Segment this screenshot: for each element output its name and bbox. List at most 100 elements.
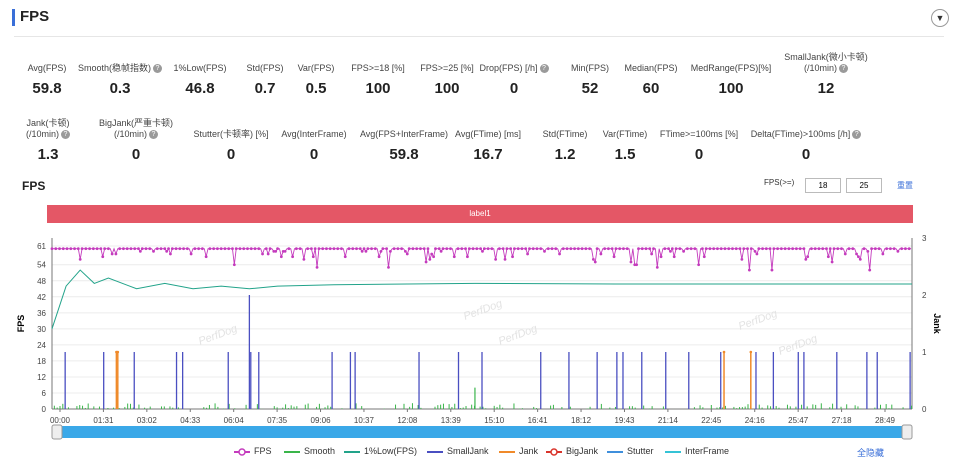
help-icon[interactable]: ?: [852, 130, 862, 140]
help-icon[interactable]: ?: [539, 64, 549, 74]
stat-stats_row1-9: Median(FPS) 60: [591, 63, 711, 97]
help-icon[interactable]: ?: [149, 130, 158, 140]
stat-stats_row1-4: Var(FPS) 0.5: [256, 63, 376, 97]
fps-point: [704, 247, 708, 251]
legend-label: Stutter: [627, 446, 654, 456]
fps-point: [460, 247, 464, 251]
label-bar[interactable]: label1: [47, 205, 913, 223]
stat-stats_row2-3: Avg(InterFrame) 0: [254, 129, 374, 163]
legend-item-smooth[interactable]: Smooth: [284, 446, 335, 456]
fps-point: [731, 247, 734, 251]
stat-value: 0: [801, 146, 811, 163]
stat-label-unit: (/10min)?: [76, 129, 196, 140]
header-accent-bar: [12, 9, 15, 26]
fps-point: [749, 247, 753, 251]
stat-label: Var(FTime): [602, 129, 648, 139]
hide-all-button[interactable]: 全隐藏: [857, 448, 885, 458]
range-slider-handle-right[interactable]: [901, 424, 913, 440]
legend-label: InterFrame: [685, 446, 730, 456]
fps-point: [159, 247, 163, 251]
fps-point: [787, 247, 791, 251]
stat-label: Var(FPS): [297, 63, 335, 73]
legend-marker-icon: [607, 450, 623, 453]
legend-item-interframe[interactable]: InterFrame: [665, 446, 729, 456]
legend-item-smalljank[interactable]: SmallJank: [427, 446, 489, 456]
fps-point: [755, 252, 759, 256]
legend-item-stutter[interactable]: Stutter: [607, 446, 654, 456]
fps-point: [580, 247, 584, 251]
stat-stats_row1-1: Smooth(稳帧指数)? 0.3: [60, 63, 180, 97]
fps-threshold-2-input[interactable]: [846, 178, 882, 193]
fps-point: [712, 247, 716, 251]
stat-value: 1.3: [37, 146, 59, 163]
fps-point: [114, 252, 118, 256]
fps-point: [817, 247, 821, 251]
fps-point: [400, 247, 404, 251]
fps-point: [441, 247, 445, 251]
legend-item-fps[interactable]: FPS: [234, 446, 272, 456]
x-tick-label: 28:49: [875, 416, 896, 425]
fps-point: [403, 249, 407, 253]
fps-point: [847, 247, 851, 251]
fps-point: [481, 249, 484, 253]
chevron-down-icon[interactable]: ▼: [931, 9, 949, 27]
fps-point: [291, 255, 295, 259]
help-icon[interactable]: ?: [153, 64, 162, 74]
fps-point: [868, 268, 872, 272]
fps-point: [138, 249, 142, 253]
fps-point: [742, 247, 746, 251]
stat-label: SmallJank(微小卡顿): [784, 52, 868, 62]
fps-point: [388, 249, 392, 253]
fps-point: [355, 247, 358, 251]
range-slider-handle-left[interactable]: [51, 424, 63, 440]
fps-point: [813, 247, 817, 251]
stat-stats_row2-9: Delta(FTime)>100ms [/h]? 0: [746, 129, 866, 163]
legend-item-jank[interactable]: Jank: [499, 446, 538, 456]
fps-point: [635, 263, 639, 267]
stat-label: MedRange(FPS)[%]: [690, 63, 772, 73]
help-icon[interactable]: ?: [61, 130, 70, 140]
fps-point: [516, 247, 520, 251]
fps-point: [125, 247, 129, 251]
fps-point: [659, 255, 663, 259]
divider: [14, 36, 944, 37]
fps-point: [535, 247, 539, 251]
fps-point: [219, 247, 223, 251]
fps-point: [313, 247, 317, 251]
fps-point: [881, 252, 885, 256]
x-tick-label: 06:04: [224, 416, 245, 425]
jank-marker: [749, 350, 753, 354]
fps-point: [685, 247, 689, 251]
fps-point: [311, 255, 315, 259]
help-icon[interactable]: ?: [839, 64, 848, 74]
fps-point: [740, 257, 744, 261]
fps-point: [490, 247, 494, 251]
legend-item-bigjank[interactable]: BigJank: [546, 446, 598, 456]
stat-label: BigJank(严重卡顿): [98, 118, 173, 128]
fps-threshold-1-input[interactable]: [805, 178, 841, 193]
fps-point: [238, 247, 242, 251]
fps-point: [315, 265, 319, 269]
y-tick-label-right: 2: [922, 291, 927, 300]
legend-item-1-low-fps-[interactable]: 1%Low(FPS): [344, 446, 417, 456]
stat-label: Avg(FPS): [27, 63, 67, 73]
fps-point: [103, 247, 107, 251]
fps-point: [362, 247, 366, 251]
fps-point: [264, 247, 268, 251]
y-tick-label-left: 6: [42, 389, 47, 398]
fps-point: [503, 257, 507, 261]
stat-stats_row1-11: SmallJank(微小卡顿) (/10min)? 12: [766, 52, 886, 97]
stat-label-unit: (/10min)?: [0, 129, 108, 140]
x-tick-label: 15:10: [484, 416, 505, 425]
stat-value: 12: [817, 80, 835, 97]
fps-point: [133, 247, 137, 251]
stat-stats_row1-8: Min(FPS) 52: [530, 63, 650, 97]
stat-label: FTime>=100ms [%]: [659, 129, 739, 139]
fps-point: [610, 247, 614, 251]
stat-value: 0.7: [254, 80, 276, 97]
fps-point: [452, 255, 456, 259]
fps-point: [804, 257, 808, 261]
reset-button[interactable]: 重置: [897, 181, 913, 190]
legend-label: BigJank: [566, 446, 599, 456]
watermark: PerfDog: [462, 297, 505, 322]
